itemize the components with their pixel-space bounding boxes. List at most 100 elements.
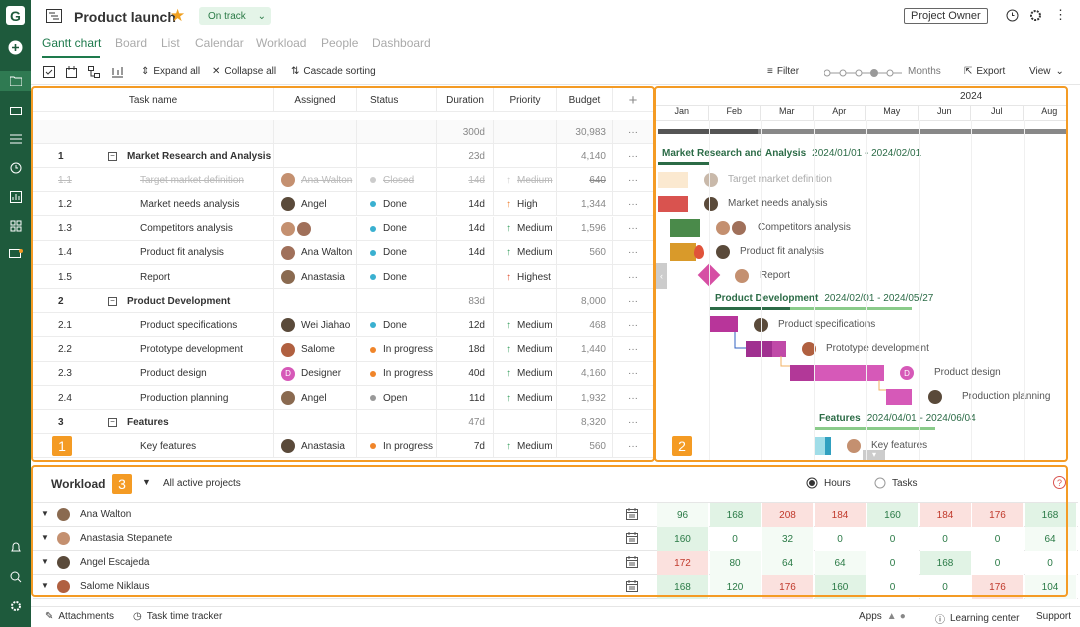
duration-cell[interactable]: 40d bbox=[437, 361, 494, 386]
duration-cell[interactable]: 14d bbox=[437, 240, 494, 265]
duration-cell[interactable]: 14d bbox=[437, 168, 494, 193]
task-name[interactable]: Market needs analysis bbox=[140, 198, 240, 210]
folder-icon[interactable] bbox=[0, 71, 31, 91]
row-menu-icon[interactable]: ··· bbox=[628, 271, 638, 283]
priority-cell[interactable]: ↑ Medium bbox=[494, 386, 557, 410]
status-cell[interactable]: In progress bbox=[357, 434, 437, 459]
priority-cell[interactable]: ↑ Medium bbox=[494, 337, 557, 362]
duration-cell[interactable]: 83d bbox=[437, 289, 494, 314]
bell-icon[interactable] bbox=[0, 538, 31, 558]
collapse-toggle-icon[interactable]: − bbox=[108, 151, 117, 161]
assigned-cell[interactable]: Wei Jiahao bbox=[274, 313, 357, 338]
budget-cell[interactable]: 640 bbox=[557, 168, 613, 193]
assigned-cell[interactable] bbox=[274, 144, 357, 168]
table-row[interactable]: Key features Anastasia In progress 7d ↑ M… bbox=[33, 434, 653, 459]
task-name[interactable]: Product specifications bbox=[140, 319, 238, 331]
status-cell[interactable]: Done bbox=[357, 240, 437, 265]
workload-cell[interactable]: 64 bbox=[762, 551, 814, 575]
priority-cell[interactable] bbox=[494, 289, 557, 314]
assigned-cell[interactable]: Angel bbox=[274, 386, 357, 410]
workload-cell[interactable]: 184 bbox=[919, 503, 972, 527]
row-menu-icon[interactable]: ··· bbox=[628, 319, 638, 331]
group-label-development[interactable]: Product Development 2024/02/01 - 2024/05/… bbox=[715, 293, 933, 304]
workload-cell[interactable]: 0 bbox=[919, 575, 972, 599]
calendar-icon[interactable] bbox=[626, 556, 638, 571]
row-menu-icon[interactable]: ··· bbox=[628, 295, 638, 307]
priority-cell[interactable]: ↑ Medium bbox=[494, 240, 557, 265]
task-name[interactable]: Competitors analysis bbox=[140, 223, 233, 235]
workload-cell[interactable]: 208 bbox=[762, 503, 814, 527]
budget-cell[interactable]: 560 bbox=[557, 434, 613, 459]
workload-cell[interactable]: 32 bbox=[762, 527, 814, 551]
priority-cell[interactable] bbox=[494, 410, 557, 435]
status-cell[interactable] bbox=[357, 410, 437, 435]
support-button[interactable]: Support bbox=[1036, 611, 1072, 622]
settings-icon[interactable] bbox=[0, 596, 31, 616]
row-menu-icon[interactable]: ··· bbox=[628, 392, 638, 404]
list-icon[interactable] bbox=[0, 129, 31, 149]
row-menu-icon[interactable]: ··· bbox=[628, 440, 638, 452]
workload-cell[interactable]: 168 bbox=[709, 503, 762, 527]
task-name[interactable]: Product design bbox=[140, 368, 207, 380]
workload-cell[interactable]: 160 bbox=[867, 503, 919, 527]
collapse-all-button[interactable]: ✕ Collapse all bbox=[212, 66, 276, 77]
budget-cell[interactable]: 8,320 bbox=[557, 410, 613, 435]
assigned-cell[interactable]: Anastasia bbox=[274, 265, 357, 289]
status-cell[interactable]: In progress bbox=[357, 361, 437, 386]
assigned-cell[interactable] bbox=[274, 410, 357, 435]
status-dropdown[interactable]: On track ⌄ bbox=[199, 7, 271, 25]
task-bar-planning[interactable] bbox=[886, 389, 912, 405]
row-menu-icon[interactable]: ··· bbox=[628, 344, 638, 356]
duration-cell[interactable]: 12d bbox=[437, 313, 494, 338]
status-cell[interactable]: In progress bbox=[357, 337, 437, 362]
task-name[interactable]: Features bbox=[127, 416, 169, 428]
row-menu-icon[interactable]: ··· bbox=[628, 150, 638, 162]
col-budget[interactable]: Budget bbox=[557, 88, 613, 112]
priority-cell[interactable]: ↑ Medium bbox=[494, 168, 557, 193]
priority-cell[interactable]: ↑ Medium bbox=[494, 313, 557, 338]
status-cell[interactable] bbox=[357, 289, 437, 314]
role-button[interactable]: Project Owner bbox=[904, 8, 988, 24]
app-logo[interactable]: G bbox=[6, 6, 25, 25]
assigned-cell[interactable]: Ana Walton bbox=[274, 168, 357, 193]
row-menu-icon[interactable]: ··· bbox=[628, 247, 638, 259]
table-row[interactable]: 1.2 Market needs analysis Angel Done 14d … bbox=[33, 192, 653, 217]
table-row[interactable]: 2.1 Product specifications Wei Jiahao Don… bbox=[33, 313, 653, 338]
attachments-button[interactable]: ✎ Attachments bbox=[45, 611, 114, 622]
task-bar-competitors[interactable] bbox=[670, 219, 700, 237]
workload-cell[interactable]: 96 bbox=[657, 503, 709, 527]
workload-scope[interactable]: All active projects bbox=[163, 478, 241, 489]
add-icon[interactable] bbox=[0, 37, 31, 57]
budget-cell[interactable]: 1,932 bbox=[557, 386, 613, 410]
expand-caret-icon[interactable]: ▼ bbox=[41, 557, 49, 566]
scroll-left-handle[interactable]: ‹ bbox=[656, 263, 667, 289]
expand-caret-icon[interactable]: ▼ bbox=[41, 509, 49, 518]
col-assigned[interactable]: Assigned bbox=[274, 88, 357, 112]
workload-row[interactable]: ▼ Salome Niklaus 168 120 176 160 0 0 176 104 bbox=[33, 575, 1078, 599]
expand-caret-icon[interactable]: ▼ bbox=[41, 581, 49, 590]
col-duration[interactable]: Duration bbox=[437, 88, 494, 112]
group-label-features[interactable]: Features 2024/04/01 - 2024/06/04 bbox=[819, 413, 976, 424]
gear-icon[interactable] bbox=[1029, 9, 1042, 25]
workload-cell[interactable]: 64 bbox=[1024, 527, 1077, 551]
workload-cell[interactable]: 168 bbox=[1024, 503, 1077, 527]
table-row[interactable]: 2.4 Production planning Angel Open 11d ↑ M… bbox=[33, 386, 653, 410]
duration-cell[interactable]: 7d bbox=[437, 434, 494, 459]
task-bar-needs[interactable] bbox=[658, 196, 688, 212]
help-icon[interactable]: ? bbox=[1053, 476, 1066, 489]
row-menu-icon[interactable]: ··· bbox=[628, 126, 638, 138]
status-cell[interactable]: Closed bbox=[357, 168, 437, 193]
assigned-cell[interactable]: Angel bbox=[274, 192, 357, 217]
task-name[interactable]: Prototype development bbox=[140, 344, 243, 356]
cascade-sorting-button[interactable]: ⇅ Cascade sorting bbox=[291, 66, 376, 77]
table-row[interactable]: 2 − Product Development 83d 8,000 ··· bbox=[33, 289, 653, 314]
indent-tool-icon[interactable] bbox=[111, 66, 124, 78]
duration-cell[interactable]: 14d bbox=[437, 216, 494, 241]
budget-cell[interactable]: 1,344 bbox=[557, 192, 613, 217]
filter-button[interactable]: ≡ Filter bbox=[767, 66, 799, 77]
workload-cell[interactable]: 80 bbox=[709, 551, 762, 575]
row-menu-icon[interactable]: ··· bbox=[628, 174, 638, 186]
col-task-name[interactable]: Task name bbox=[33, 88, 274, 112]
row-menu-icon[interactable]: ··· bbox=[628, 198, 638, 210]
